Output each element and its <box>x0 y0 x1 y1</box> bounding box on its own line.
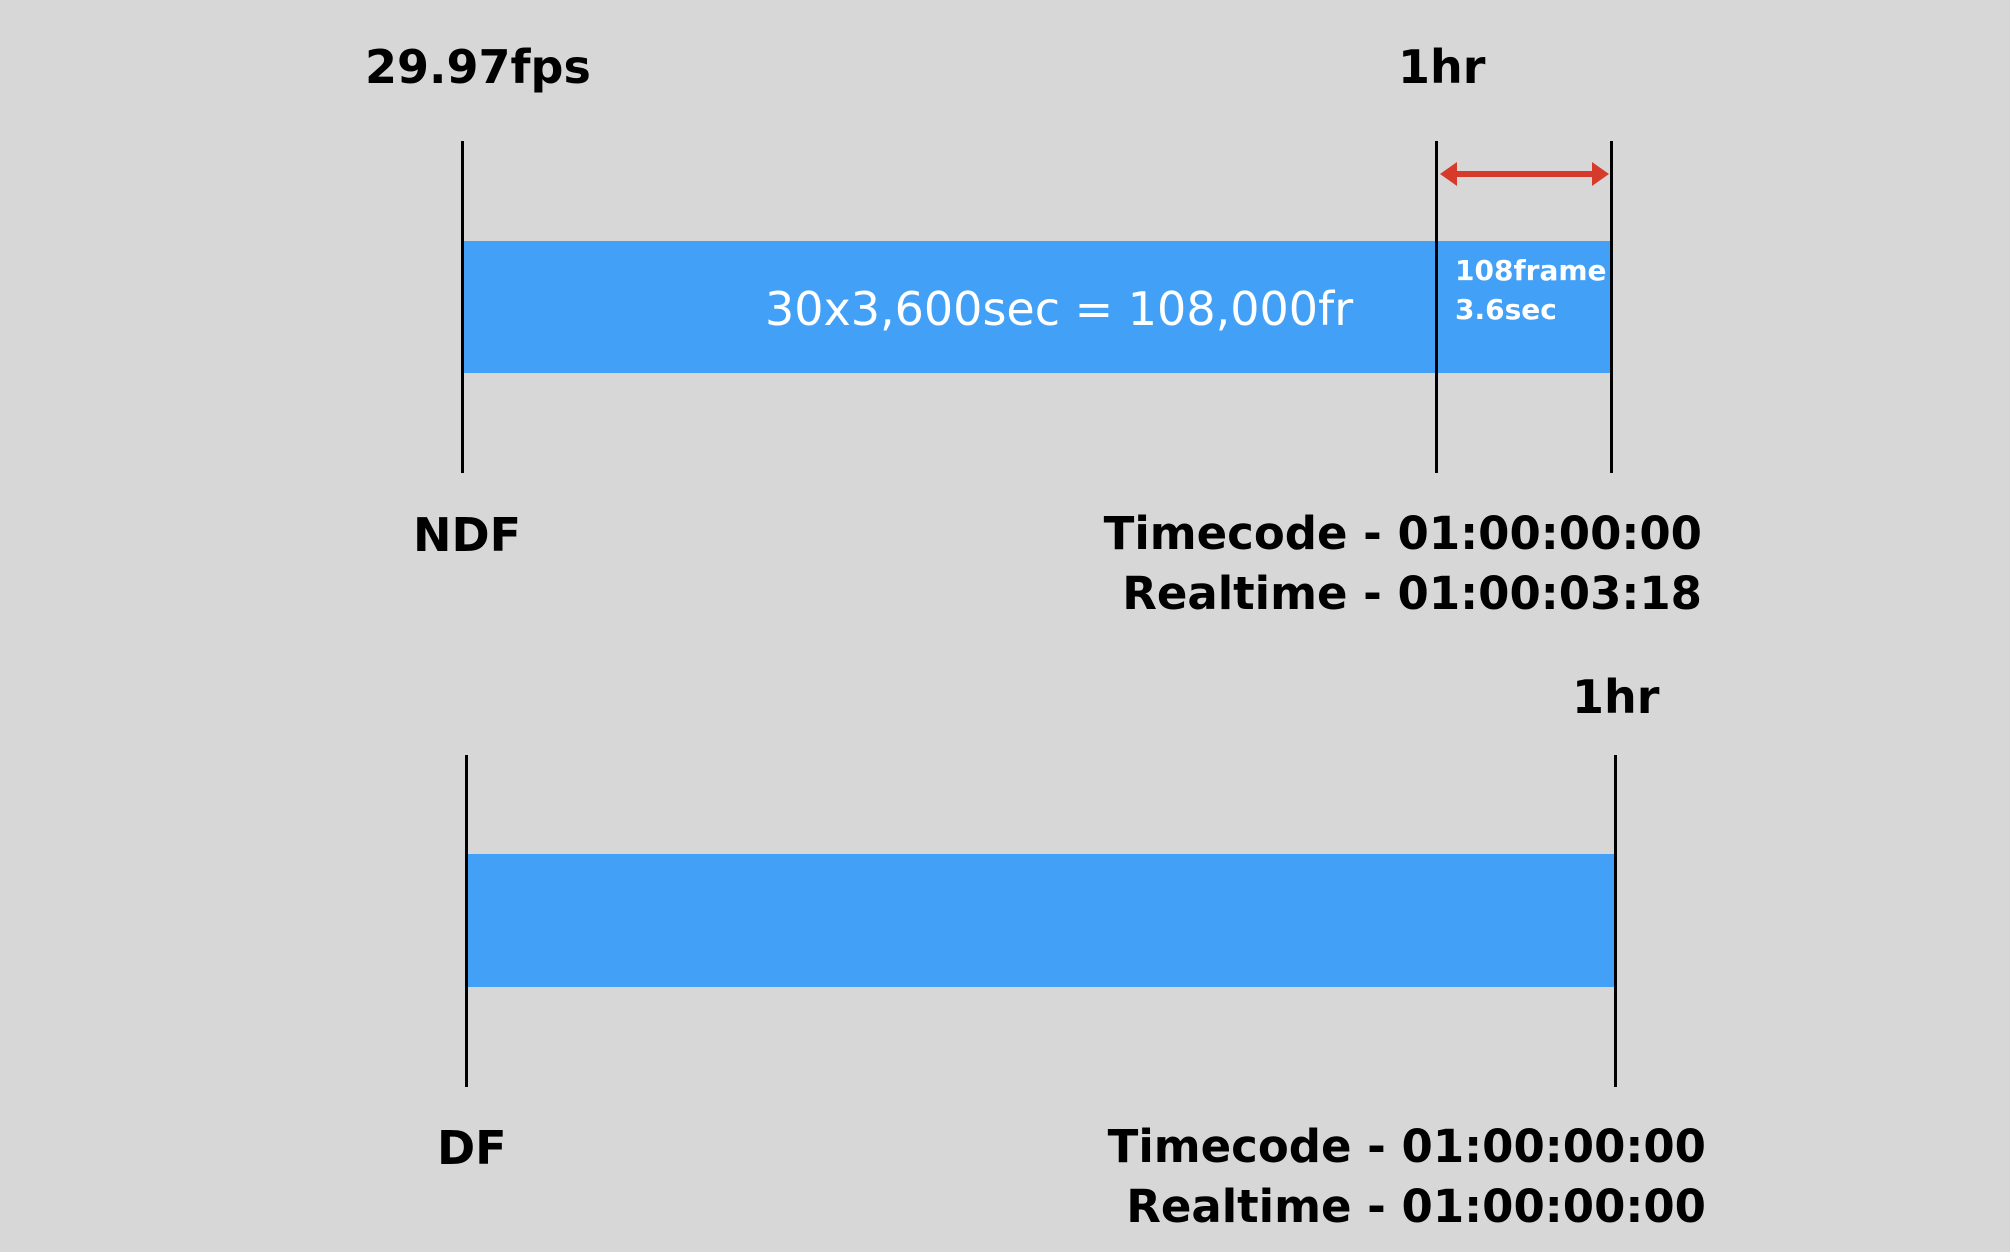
df-start-line <box>465 755 468 1087</box>
df-mode-label: DF <box>437 1121 507 1175</box>
ndf-timeline-bar <box>463 241 1611 373</box>
ndf-hour-label: 1hr <box>1398 40 1486 94</box>
ndf-bar-text: 30x3,600sec = 108,000fr <box>765 282 1354 336</box>
df-realtime: Realtime - 01:00:00:00 <box>1126 1180 1706 1233</box>
ndf-timecode: Timecode - 01:00:00:00 <box>1103 507 1702 560</box>
ndf-drift-seconds: 3.6sec <box>1455 293 1557 326</box>
fps-label: 29.97fps <box>365 40 591 94</box>
ndf-mode-label: NDF <box>413 508 522 562</box>
ndf-time-info: Timecode - 01:00:00:00 Realtime - 01:00:… <box>1104 504 1702 624</box>
ndf-realtime-line <box>1610 141 1613 473</box>
ndf-realtime: Realtime - 01:00:03:18 <box>1122 567 1702 620</box>
df-hour-label: 1hr <box>1572 670 1660 724</box>
df-time-info: Timecode - 01:00:00:00 Realtime - 01:00:… <box>1108 1117 1706 1237</box>
ndf-drift-frames: 108frame <box>1455 254 1607 287</box>
df-timecode: Timecode - 01:00:00:00 <box>1107 1120 1706 1173</box>
drift-double-arrow <box>1440 162 1609 186</box>
df-hour-line <box>1614 755 1617 1087</box>
df-timeline-bar <box>468 854 1616 987</box>
ndf-start-line <box>461 141 464 473</box>
ndf-hour-line <box>1435 141 1438 473</box>
